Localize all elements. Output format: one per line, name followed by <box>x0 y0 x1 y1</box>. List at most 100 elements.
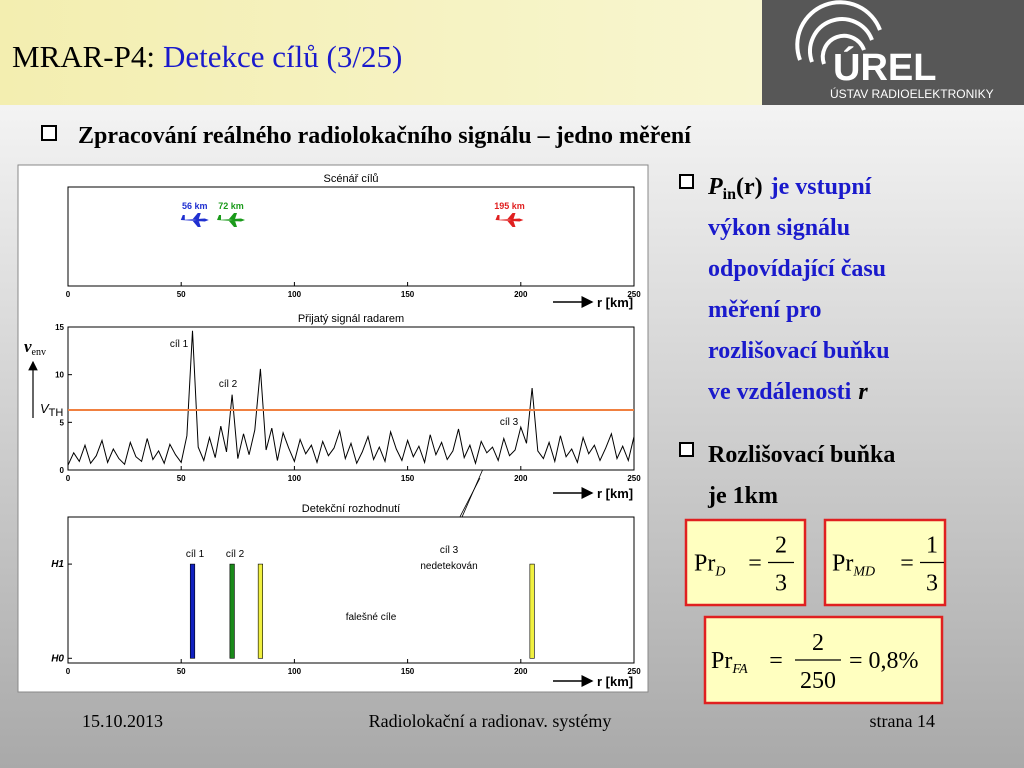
numerator: 2 <box>775 533 787 559</box>
bullet-text: ve vzdálenosti <box>708 379 852 405</box>
name: Pr <box>694 551 715 577</box>
x-axis-label: r [km] <box>597 674 633 689</box>
panel-title: Detekční rozhodnutí <box>302 503 400 515</box>
x-tick-label: 200 <box>514 474 528 483</box>
x-tick-label: 150 <box>401 667 415 676</box>
denominator: 250 <box>800 668 836 694</box>
panel-title: Přijatý signál radarem <box>298 313 404 325</box>
equals: = <box>900 551 914 577</box>
annotation: cíl 2 <box>219 379 238 390</box>
title: MRAR-P4: Detekce cílů (3/25) <box>12 39 402 74</box>
footer-course: Radiolokační a radionav. systémy <box>369 711 612 731</box>
logo-waves <box>795 0 882 65</box>
annotation: nedetekován <box>420 561 477 572</box>
bullet-text: výkon signálu <box>708 215 850 241</box>
heading: Zpracování reálného radiolokačního signá… <box>78 123 691 149</box>
x-tick-label: 250 <box>627 290 641 299</box>
plot-area <box>67 516 635 664</box>
equals: = <box>748 551 762 577</box>
annotation: cíl 1 <box>170 339 189 350</box>
result: = 0,8% <box>849 648 919 674</box>
annotation: cíl 3 <box>500 417 519 428</box>
formula-name: PrFA <box>711 648 748 677</box>
decision-bar <box>229 563 235 659</box>
bullet-text: je vstupní <box>770 174 872 200</box>
symbol-sub: in <box>723 186 736 203</box>
plane-shape <box>180 213 209 227</box>
x-tick-label: 0 <box>66 667 71 676</box>
logo-sub: ÚSTAV RADIOELEKTRONIKY <box>830 86 994 101</box>
annotation: cíl 3 <box>440 545 459 556</box>
variable: r <box>858 379 868 405</box>
decision-bar <box>189 563 196 659</box>
bullet-line: měření pro <box>708 297 822 323</box>
x-tick-label: 100 <box>288 667 302 676</box>
decision-bar <box>257 563 264 659</box>
denominator: 3 <box>775 571 787 597</box>
x-tick-label: 100 <box>288 474 302 483</box>
y-tick-label: H1 <box>51 559 64 570</box>
footer-date: 15.10.2013 <box>82 711 163 731</box>
title-main: Detekce cílů (3/25) <box>163 39 402 74</box>
y-axis-label: νenv <box>24 337 46 358</box>
symbol: P <box>707 174 723 200</box>
name: Pr <box>832 551 853 577</box>
bullet-text: rozlišovací buňku <box>708 338 890 364</box>
x-tick-label: 0 <box>66 474 71 483</box>
name-sub: MD <box>852 565 875 580</box>
x-tick-label: 150 <box>401 290 415 299</box>
bullet-line: Pin(r) je vstupní <box>707 174 872 203</box>
target-plane <box>495 213 524 227</box>
formula-name: PrMD <box>832 551 875 580</box>
logo: ÚREL <box>833 45 936 89</box>
target-label: 195 km <box>494 201 525 211</box>
plane-shape <box>495 213 524 227</box>
annotation: falešné cíle <box>346 612 397 623</box>
panel-title: Scénář cílů <box>323 173 378 185</box>
y-tick-label: H0 <box>51 653 64 664</box>
y-label-symbol: ν <box>24 337 32 356</box>
bullet-line: Rozlišovací buňka <box>708 442 895 468</box>
name: Pr <box>711 648 732 674</box>
name-sub: D <box>714 565 725 580</box>
plot-area <box>67 186 635 287</box>
x-tick-label: 250 <box>627 474 641 483</box>
bullet-box <box>41 125 57 141</box>
x-tick-label: 0 <box>66 290 71 299</box>
plane-shape <box>217 213 246 227</box>
x-tick-label: 250 <box>627 667 641 676</box>
bullet-line: rozlišovací buňku <box>708 338 890 364</box>
bullets: Pin(r) je vstupní výkon signálu odpovídajíc… <box>679 174 895 509</box>
equals: = <box>769 648 783 674</box>
threshold-symbol: V <box>40 401 50 416</box>
x-axis-label: r [km] <box>597 486 633 501</box>
numerator: 2 <box>812 630 824 656</box>
y-tick-label: 5 <box>60 418 65 427</box>
target-label: 72 km <box>218 201 244 211</box>
target-label: 56 km <box>182 201 208 211</box>
bullet-box <box>679 174 694 189</box>
threshold-label: VTH <box>40 401 63 419</box>
target-plane <box>217 213 246 227</box>
plot-area <box>67 326 635 471</box>
bullet-box <box>679 442 694 457</box>
denominator: 3 <box>926 571 938 597</box>
title-prefix: MRAR-P4: <box>12 39 155 74</box>
bullet-text: měření pro <box>708 297 822 323</box>
bullet-line: výkon signálu <box>708 215 850 241</box>
bullet-line: ve vzdálenosti r <box>708 379 868 405</box>
annotation: cíl 1 <box>186 549 205 560</box>
x-tick-label: 200 <box>514 667 528 676</box>
footer-page: strana 14 <box>870 711 935 731</box>
y-tick-label: 10 <box>55 371 64 380</box>
x-axis-label: r [km] <box>597 295 633 310</box>
x-tick-label: 50 <box>177 667 186 676</box>
name-sub: FA <box>731 662 748 677</box>
y-label-sub: env <box>32 347 46 358</box>
x-tick-label: 50 <box>177 290 186 299</box>
y-tick-label: 0 <box>60 466 65 475</box>
